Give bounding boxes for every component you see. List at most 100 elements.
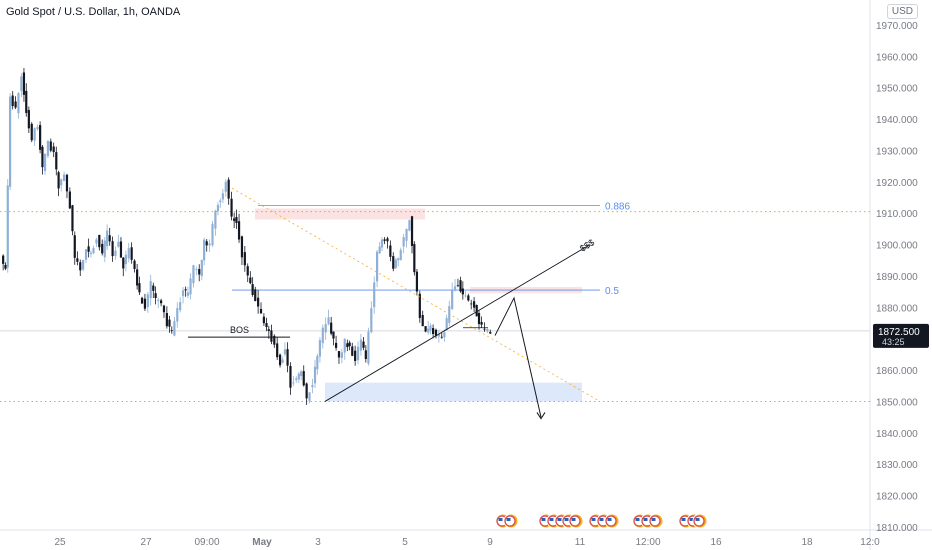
y-tick-label: 1880.000 [876, 303, 918, 314]
candle-body [49, 141, 52, 151]
x-tick-label: 9 [487, 537, 493, 548]
candle-body [219, 200, 222, 203]
candle-body [173, 321, 176, 336]
candle-body [136, 269, 139, 286]
candle-body [297, 373, 300, 380]
y-tick-label: 1960.000 [876, 52, 918, 63]
us-flag-icon [604, 513, 620, 529]
flag-canton [635, 518, 640, 521]
candle-body [92, 248, 95, 253]
candle-body [410, 216, 414, 246]
flag-canton [689, 518, 694, 521]
candle-body [230, 198, 233, 217]
candle-body [221, 193, 224, 200]
candle-body [346, 343, 349, 348]
candle-body [373, 282, 376, 308]
y-tick-label: 1950.000 [876, 84, 918, 95]
candle-body [343, 338, 346, 353]
candle-body [265, 323, 268, 328]
events-layer [495, 513, 708, 529]
candle-body [17, 93, 20, 114]
candle-body [456, 285, 460, 287]
candle-body [146, 294, 149, 308]
candle-body [262, 316, 265, 324]
x-tick-label: 09:00 [194, 537, 219, 548]
y-tick-label: 1970.000 [876, 21, 918, 32]
candle-body [214, 210, 217, 229]
candle-body [57, 172, 60, 189]
candle-body [267, 329, 270, 332]
candle-body [62, 174, 66, 182]
candle-body [321, 327, 324, 344]
candle-body [84, 249, 88, 260]
candle-body [351, 346, 354, 356]
candle-body [184, 289, 187, 291]
candle-body [235, 216, 238, 223]
candle-body [453, 286, 457, 290]
candle-body [276, 343, 279, 358]
candle-body [434, 329, 438, 336]
us-flag-icon [503, 513, 519, 529]
y-tick-label: 1820.000 [876, 492, 918, 503]
candle-body [283, 349, 287, 355]
candle-body [224, 181, 227, 192]
candle-body [464, 295, 467, 297]
y-tick-label: 1890.000 [876, 272, 918, 283]
candle-body [308, 392, 311, 401]
candle-body [459, 280, 462, 292]
candle-body [39, 125, 42, 150]
candle-body [415, 271, 419, 292]
candle-body [227, 179, 230, 199]
y-tick-label: 1810.000 [876, 523, 918, 534]
candle-body [195, 269, 198, 270]
last-price-badge [873, 323, 929, 348]
candle-body [119, 241, 123, 258]
candle-body [295, 378, 298, 381]
us-flag-icon [568, 513, 584, 529]
candle-body [467, 295, 470, 301]
flag-canton [506, 518, 511, 521]
flag-canton [571, 518, 576, 521]
us-flag-icon [648, 513, 664, 529]
candle-body [122, 257, 125, 269]
candle-body [259, 308, 263, 314]
projection-path [494, 296, 542, 418]
candle-body [181, 290, 185, 297]
candle-body [405, 228, 408, 241]
candle-body [243, 252, 246, 266]
candle-body [337, 351, 341, 358]
y-tick-label: 1920.000 [876, 178, 918, 189]
candle-body [152, 285, 155, 291]
candle-body [108, 235, 111, 242]
candle-body [76, 258, 79, 262]
currency-badge[interactable]: USD [886, 4, 918, 19]
flag-canton [607, 518, 612, 521]
candle-body [198, 269, 201, 275]
candle-body [413, 244, 416, 273]
candle-body [138, 283, 141, 293]
candle-body [443, 332, 446, 338]
candle-body [364, 350, 367, 360]
candle-body [168, 319, 171, 327]
candle-body [60, 179, 63, 186]
candle-body [14, 101, 17, 108]
candle-body [87, 246, 90, 252]
candle-body [480, 322, 483, 325]
candle-body [149, 281, 152, 299]
candle-body [286, 349, 289, 366]
candle-body [79, 262, 82, 271]
candle-body [127, 248, 130, 259]
candle-body [111, 241, 114, 257]
candle-body [89, 252, 93, 255]
flag-canton [564, 518, 569, 521]
candle-body [359, 339, 363, 351]
x-tick-label: 11 [575, 537, 586, 548]
candle-body [46, 140, 50, 157]
candle-body [254, 289, 257, 302]
y-tick-label: 1940.000 [876, 115, 918, 126]
candle-body [43, 153, 47, 172]
candle-body [140, 297, 144, 304]
flag-canton [541, 518, 546, 521]
candle-body [103, 240, 106, 258]
